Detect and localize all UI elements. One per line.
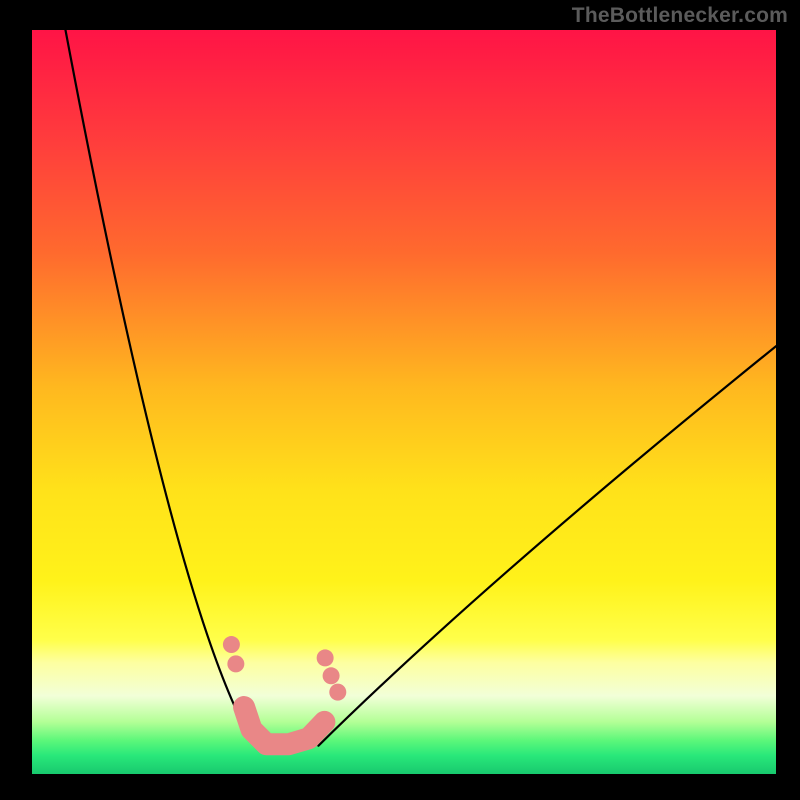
- marker-dot: [329, 684, 346, 701]
- marker-dot: [227, 655, 244, 672]
- marker-dot: [323, 667, 340, 684]
- marker-dot: [223, 636, 240, 653]
- marker-dot: [317, 649, 334, 666]
- plot-area: [32, 30, 776, 774]
- chart-svg: [32, 30, 776, 774]
- watermark-text: TheBottlenecker.com: [572, 4, 788, 28]
